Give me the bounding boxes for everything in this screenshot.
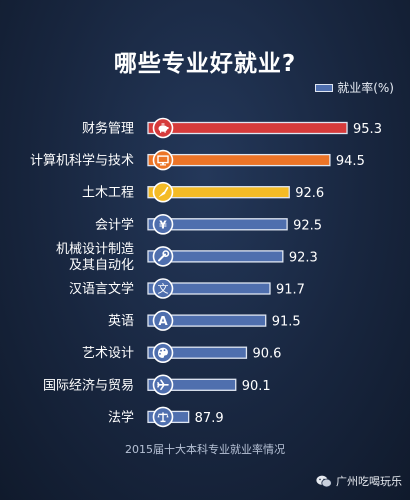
trowel-icon [152,181,174,203]
svg-text:文: 文 [158,282,169,296]
yen-icon: ¥ [152,214,174,235]
bar [147,282,271,295]
value-label: 91.7 [276,283,305,298]
bar [147,186,290,199]
category-label: 英语 [108,314,134,329]
svg-text:¥: ¥ [159,218,167,231]
legend-label: 就业率(%) [337,81,394,95]
chart-title: 哪些专业好就业? [113,51,297,77]
wen-character-icon: 文 [152,278,174,299]
value-label: 92.5 [293,218,322,233]
wrench-icon [152,246,174,267]
scales-icon [152,406,174,428]
value-label: 87.9 [195,411,224,426]
bar [147,378,237,391]
value-label: 90.6 [252,347,281,362]
chart-footer-caption: 2015届十大本科专业就业率情况 [125,443,285,456]
category-label: 会计学 [95,217,134,233]
bar [147,153,331,167]
value-label: 90.1 [242,379,271,394]
piggy-bank-icon [152,117,174,139]
value-label: 91.5 [272,315,301,330]
bar [147,121,348,135]
legend: 就业率(%) [315,79,394,96]
value-label: 95.3 [353,122,382,137]
category-label: 艺术设计 [82,346,134,361]
monitor-icon [152,149,174,171]
legend-swatch [315,83,334,92]
category-label: 国际经济与贸易 [43,378,134,393]
category-label: 土木工程 [82,186,134,201]
watermark-text: 广州吃喝玩乐 [336,475,402,488]
watermark: 广州吃喝玩乐 [316,473,402,489]
airplane-icon [152,374,174,396]
bar [147,250,284,263]
category-label: 法学 [108,409,134,425]
bar [147,314,267,327]
value-label: 92.3 [289,250,318,265]
palette-icon [152,342,174,364]
svg-text:A: A [158,314,168,328]
wechat-icon [316,475,332,487]
letter-a-icon: A [152,310,174,331]
category-label: 计算机科学与技术 [30,153,134,169]
value-label: 92.6 [295,186,324,201]
category-label: 机械设计制造及其自动化 [56,242,134,273]
bar [147,218,288,231]
bar [147,346,248,359]
value-label: 94.5 [336,154,365,169]
category-label: 汉语言文学 [69,281,134,297]
category-label: 财务管理 [82,121,134,137]
